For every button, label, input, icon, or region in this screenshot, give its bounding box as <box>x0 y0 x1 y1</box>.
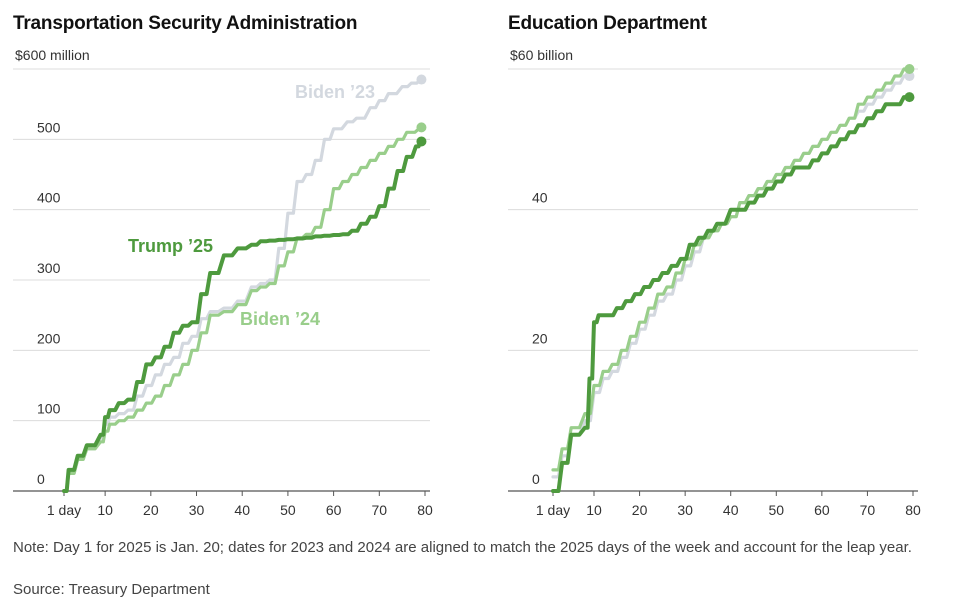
education-x-tick-label: 1 day <box>536 502 570 518</box>
tsa-annotation-trump-25: Trump ’25 <box>128 236 213 256</box>
education-y-unit-label: $60 billion <box>510 47 573 63</box>
tsa-y-tick-label: 200 <box>37 330 61 346</box>
education-series-line-biden-23 <box>551 74 910 479</box>
education-series-line-trump-25 <box>551 95 911 493</box>
tsa-x-tick-label: 1 day <box>47 502 81 518</box>
education-x-tick-label: 20 <box>632 502 648 518</box>
tsa-x-tick-label: 70 <box>372 502 388 518</box>
education-y-tick-label: 20 <box>532 330 548 346</box>
chart-note: Note: Day 1 for 2025 is Jan. 20; dates f… <box>13 539 912 556</box>
tsa-annotation-biden-24: Biden ’24 <box>240 309 320 329</box>
education-series-endpoint-biden-24 <box>904 64 915 74</box>
tsa-chart-svg: 0 100 200 300 400 500 $600 million 1 day 10 20 30 4… <box>13 47 433 518</box>
education-chart-title: Education Department <box>508 13 707 34</box>
tsa-y-tick-label: 0 <box>37 471 45 487</box>
tsa-y-unit-label: $600 million <box>15 47 90 63</box>
tsa-x-tick-label: 10 <box>97 502 113 518</box>
education-y-tick-label: 40 <box>532 190 548 206</box>
tsa-series-endpoint-trump-25 <box>416 136 427 147</box>
tsa-annotation-biden-23: Biden ’23 <box>295 82 375 102</box>
chart-source: Source: Treasury Department <box>13 581 210 598</box>
tsa-y-tick-label: 400 <box>37 190 61 206</box>
education-x-tick-label: 40 <box>723 502 739 518</box>
education-series-endpoint-biden-23 <box>904 71 915 82</box>
education-series-endpoint-trump-25 <box>904 92 915 103</box>
tsa-series-endpoint-biden-24 <box>416 122 427 133</box>
education-x-tick-label: 50 <box>769 502 785 518</box>
tsa-y-tick-label: 500 <box>37 119 61 135</box>
tsa-x-tick-label: 60 <box>326 502 342 518</box>
tsa-x-tick-label: 30 <box>189 502 205 518</box>
education-y-tick-label: 0 <box>532 471 540 487</box>
tsa-x-tick-label: 20 <box>143 502 159 518</box>
tsa-chart-title: Transportation Security Administration <box>13 13 358 34</box>
education-chart-svg: 0 20 40 $60 billion 1 day 10 20 30 40 50 60 70 80 <box>508 47 921 518</box>
education-x-tick-label: 10 <box>586 502 602 518</box>
tsa-series-line-biden-23 <box>62 78 422 493</box>
education-x-tick-label: 60 <box>814 502 830 518</box>
education-x-tick-label: 30 <box>677 502 693 518</box>
education-x-tick-label: 70 <box>860 502 876 518</box>
tsa-x-tick-label: 80 <box>417 502 433 518</box>
education-series-line-biden-24 <box>551 67 910 472</box>
tsa-series-endpoint-biden-23 <box>416 74 427 85</box>
education-chart-panel: Education Department 0 20 40 $60 billion 1 d… <box>495 0 960 520</box>
tsa-y-tick-label: 100 <box>37 401 61 417</box>
tsa-series-line-biden-24 <box>62 125 422 493</box>
tsa-chart-panel: Transportation Security Administration 0… <box>0 0 480 520</box>
tsa-x-tick-label: 40 <box>234 502 250 518</box>
tsa-y-tick-label: 300 <box>37 260 61 276</box>
tsa-series-line-trump-25 <box>62 139 423 493</box>
education-x-tick-label: 80 <box>905 502 921 518</box>
tsa-x-tick-label: 50 <box>280 502 296 518</box>
